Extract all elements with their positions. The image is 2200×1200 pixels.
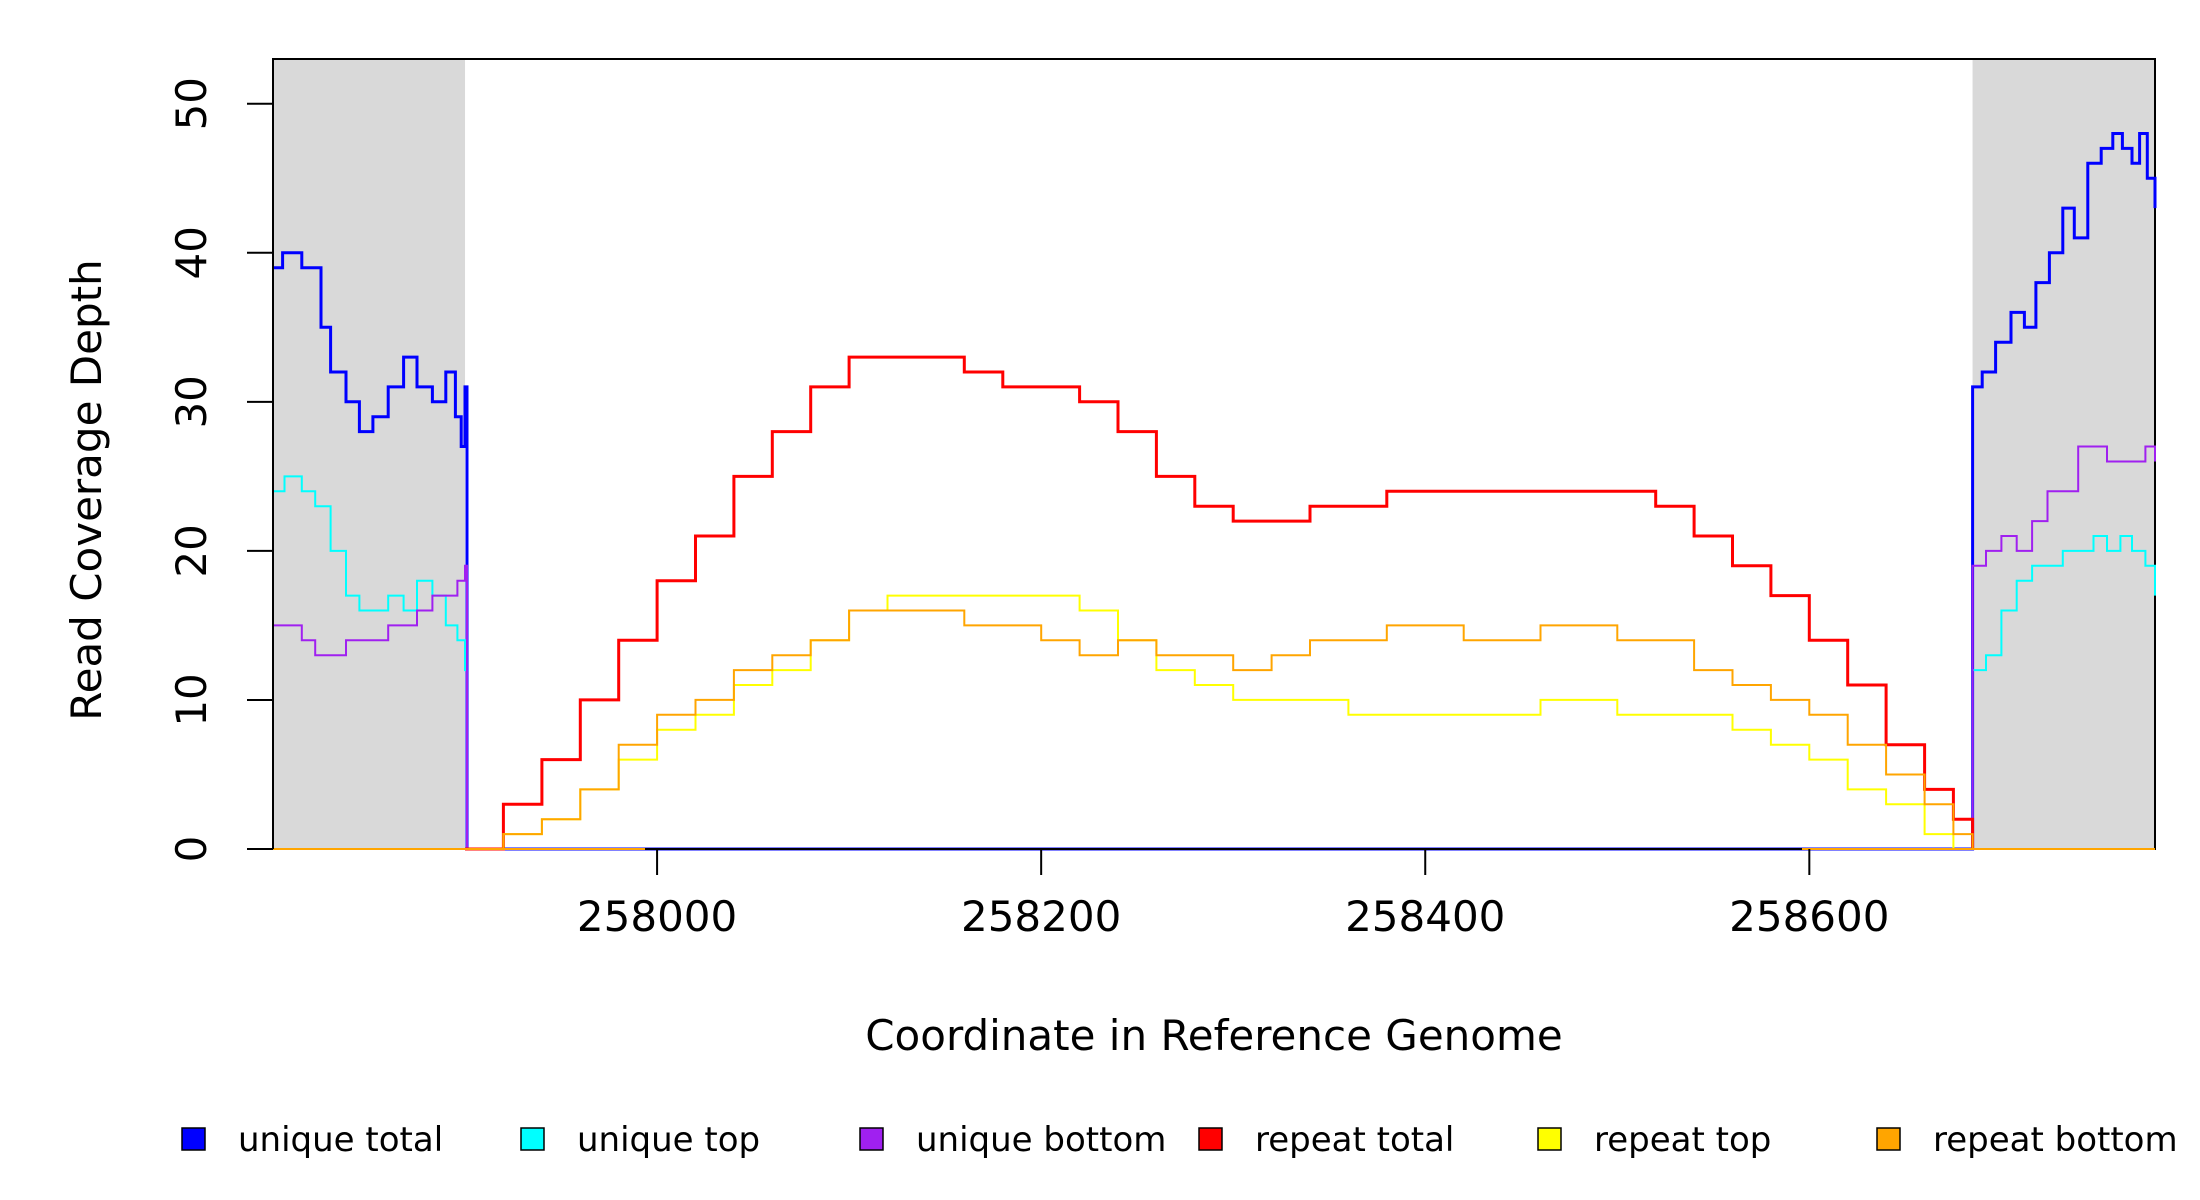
legend-label-repeat-total: repeat total [1255,1120,1454,1160]
legend-swatch-repeat-total [1198,1127,1223,1151]
x-tick-label: 258200 [961,892,1121,941]
legend-label-repeat-bottom: repeat bottom [1933,1120,2178,1160]
legend: unique total unique top unique bottom repea… [181,1120,2178,1160]
y-tick-label: 0 [167,836,216,863]
legend-label-repeat-top: repeat top [1594,1120,1771,1160]
legend-label-unique-total: unique total [238,1120,443,1160]
x-ticks: 258000 258200 258400 258600 [577,849,1889,941]
x-tick-label: 258400 [1345,892,1505,941]
series-line-unique-top [273,475,2156,850]
legend-swatch-repeat-top [1537,1127,1562,1151]
legend-swatch-unique-bottom [859,1127,884,1151]
x-tick-label: 258000 [577,892,737,941]
series-line-repeat-top [465,594,1973,850]
legend-swatch-unique-total [181,1127,206,1151]
y-axis-title: Read Coverage Depth [62,259,111,720]
series-line-repeat-bottom [465,609,1974,850]
shaded-region-1 [273,59,466,849]
series-lines [273,132,2157,851]
x-axis-title: Coordinate in Reference Genome [865,1011,1563,1060]
series-line-repeat-total [465,355,1975,851]
y-ticks: 0 10 20 30 40 50 [167,77,273,862]
x-tick-label: 258600 [1729,892,1889,941]
shaded-regions [273,59,2155,849]
legend-label-unique-bottom: unique bottom [916,1120,1166,1160]
legend-swatch-repeat-bottom [1876,1127,1901,1151]
axes [272,105,1802,850]
series-line-unique-total [273,132,2157,851]
y-tick-label: 50 [167,77,216,130]
y-tick-label: 40 [167,226,216,279]
shaded-region-2 [1972,59,2155,849]
legend-label-unique-top: unique top [577,1120,760,1160]
y-tick-label: 30 [167,375,216,428]
y-tick-label: 20 [167,524,216,577]
y-tick-label: 10 [167,673,216,726]
legend-swatch-unique-top [520,1127,545,1151]
plot-frame [272,58,2156,850]
